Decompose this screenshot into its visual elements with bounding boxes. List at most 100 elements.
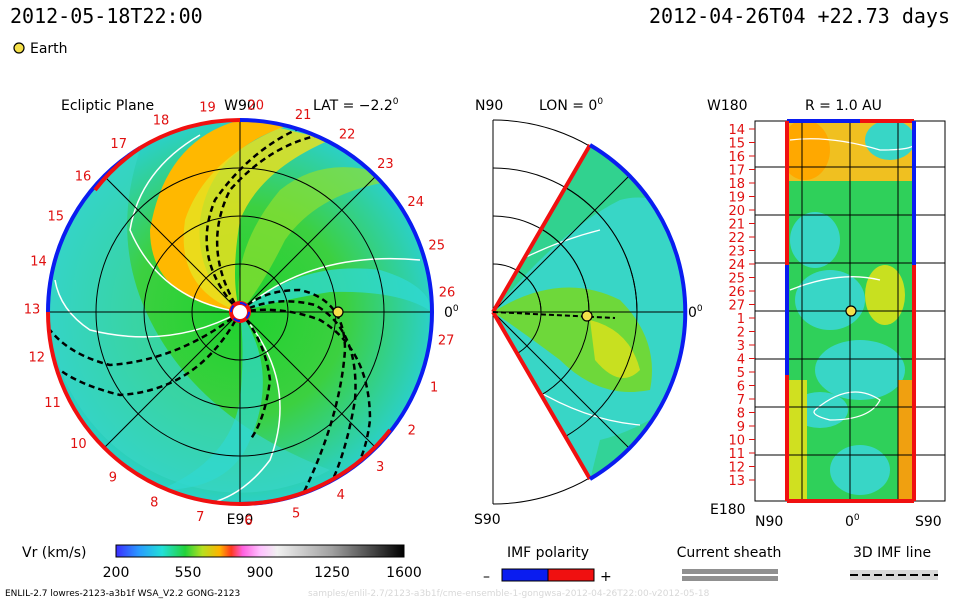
imf-plus-label: + (600, 569, 612, 585)
ecliptic-day-label: 3 (376, 460, 384, 475)
imf-line-legend: 3D IMF line (850, 545, 938, 580)
radial-day-label: 26 (728, 285, 745, 300)
radial-day-label: 20 (728, 204, 745, 219)
colorbar-tick-label: 1600 (386, 565, 422, 581)
radial-day-label: 9 (737, 420, 745, 435)
colorbar-label: Vr (km/s) (22, 545, 86, 561)
model-footer: ENLIL-2.7 lowres-2123-a3b1f WSA_V2.2 GON… (5, 589, 240, 599)
ecliptic-day-label: 23 (377, 157, 394, 172)
ecliptic-right-label: 00 (444, 304, 459, 321)
path-footer: samples/enlil-2.7/2123-a3b1f/cme-ensembl… (308, 589, 710, 599)
meridional-bottom-label: S90 (474, 512, 501, 528)
radial-day-label: 8 (737, 407, 745, 422)
ecliptic-day-label: 12 (29, 350, 46, 365)
imf-polarity-label: IMF polarity (507, 545, 589, 561)
ecliptic-day-label: 26 (439, 286, 456, 301)
ecliptic-day-label: 20 (247, 99, 264, 114)
ecliptic-day-label: 18 (153, 114, 170, 129)
ecliptic-plane-panel: Ecliptic Plane LAT = −2.20 (24, 97, 459, 529)
ecliptic-bottom-label: E90 (227, 512, 254, 528)
radial-x-label-0: 00 (845, 513, 860, 530)
ecliptic-day-label: 15 (48, 209, 65, 224)
radial-x-label-n90: N90 (755, 514, 783, 530)
radial-x-label-s90: S90 (915, 514, 942, 530)
radial-title: R = 1.0 AU (805, 98, 882, 114)
radial-top-left-label: W180 (707, 98, 748, 114)
ecliptic-day-label: 9 (109, 471, 117, 486)
radial-day-label: 4 (737, 353, 745, 368)
ecliptic-day-label: 21 (295, 108, 312, 123)
radial-bottom-left-label: E180 (710, 502, 746, 518)
ecliptic-day-label: 6 (244, 514, 252, 529)
radial-day-label: 11 (728, 447, 745, 462)
current-sheath-label: Current sheath (677, 545, 782, 561)
colorbar-tick-label: 550 (175, 565, 202, 581)
radial-day-label: 3 (737, 339, 745, 354)
earth-legend-label: Earth (30, 41, 68, 57)
ecliptic-day-label: 14 (30, 255, 47, 270)
radial-day-label: 23 (728, 245, 745, 260)
earth-marker-radial (845, 305, 857, 317)
ecliptic-day-label: 10 (70, 437, 87, 452)
timestamp: 2012-05-18T22:00 (10, 4, 203, 28)
ecliptic-day-label: 4 (337, 488, 345, 503)
reference-time: 2012-04-26T04 +22.73 days (649, 4, 950, 28)
radial-day-label: 25 (728, 272, 745, 287)
radial-day-label: 19 (728, 191, 745, 206)
ecliptic-day-labels: 19 20212223242526271234567891011121314151… (24, 99, 456, 529)
ecliptic-day-label: 22 (339, 128, 356, 143)
imf-minus-label: – (483, 569, 490, 585)
current-sheath-swatch (682, 569, 778, 574)
ecliptic-day-label: 8 (150, 496, 158, 511)
earth-marker-meridional (581, 310, 593, 322)
ecliptic-top-label: W90 (224, 98, 256, 114)
ecliptic-day-label: 11 (44, 396, 61, 411)
radial-panel: W180 R = 1.0 AU (707, 98, 946, 530)
ecliptic-day-label: 17 (110, 137, 127, 152)
current-sheath-legend: Current sheath (677, 545, 782, 581)
ecliptic-title: Ecliptic Plane (61, 98, 154, 114)
colorbar-tick-label: 200 (103, 565, 130, 581)
radial-day-label: 5 (737, 366, 745, 381)
radial-day-labels: 1415161718192021222324252627123456789101… (728, 123, 755, 489)
radial-day-label: 24 (728, 258, 745, 273)
radial-day-label: 16 (728, 150, 745, 165)
radial-day-label: 22 (728, 231, 745, 246)
radial-day-label: 1 (737, 312, 745, 327)
imf-negative-swatch (501, 568, 549, 582)
radial-day-label: 27 (728, 299, 745, 314)
velocity-colorbar: Vr (km/s) 200 550 900 1250 1600 (22, 544, 422, 581)
radial-day-label: 14 (728, 123, 745, 138)
imf-polarity-legend: IMF polarity – + (483, 545, 612, 585)
meridional-lon-label: LON = 00 (539, 97, 603, 114)
imf-positive-swatch (547, 568, 595, 582)
radial-day-label: 13 (728, 474, 745, 489)
radial-day-label: 21 (728, 218, 745, 233)
ecliptic-day-label: 5 (292, 506, 300, 521)
ecliptic-day-label: 25 (428, 238, 445, 253)
ecliptic-day-label: 13 (24, 302, 41, 317)
colorbar-ticks: 200 550 900 1250 1600 (103, 565, 422, 581)
ecliptic-lat-label: LAT = −2.20 (313, 97, 399, 114)
ecliptic-day-label: 2 (408, 423, 416, 438)
ecliptic-day-label: 27 (438, 334, 455, 349)
radial-day-label: 12 (728, 461, 745, 476)
radial-day-label: 17 (728, 164, 745, 179)
radial-day-label: 2 (737, 326, 745, 341)
radial-day-label: 15 (728, 137, 745, 152)
ecliptic-day-label: 24 (407, 195, 424, 210)
ecliptic-day-label: 1 (430, 381, 438, 396)
ecliptic-day-label: 16 (75, 170, 92, 185)
ecliptic-day-label: 7 (196, 510, 204, 525)
colorbar-tick-label: 900 (247, 565, 274, 581)
imf-line-label: 3D IMF line (853, 545, 931, 561)
ecliptic-day-label: 19 (199, 101, 216, 116)
meridional-right-label: 00 (688, 304, 703, 321)
earth-legend-icon (13, 42, 25, 54)
meridional-top-label: N90 (475, 98, 503, 114)
sun-marker (229, 301, 251, 323)
radial-day-label: 18 (728, 177, 745, 192)
earth-marker-ecliptic (332, 306, 344, 318)
colorbar-tick-label: 1250 (314, 565, 350, 581)
